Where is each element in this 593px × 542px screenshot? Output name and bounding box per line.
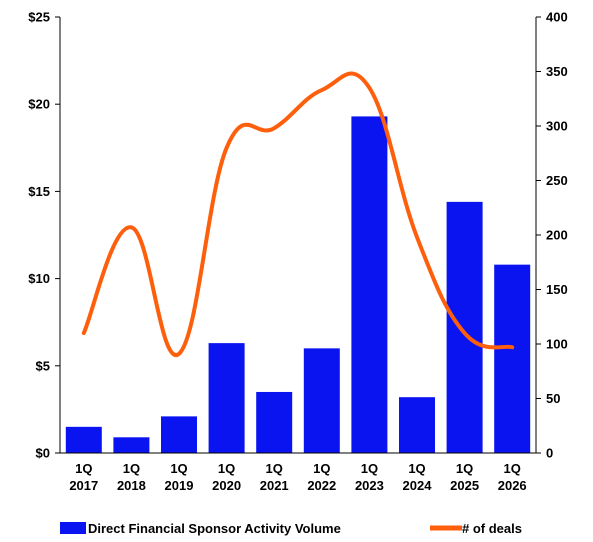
x-tick-label: 1Q 2018 [117, 461, 146, 493]
bar-1 [65, 426, 102, 453]
left-tick-label: $25 [28, 10, 50, 25]
right-tick-label: 150 [546, 282, 568, 297]
legend: Direct Financial Sponsor Activity Volume… [60, 521, 522, 536]
legend-label-deals: # of deals [462, 521, 522, 536]
bar-2 [113, 437, 150, 453]
bar-5 [256, 391, 293, 453]
x-tick-label: 1Q 2026 [498, 461, 527, 493]
left-tick-label: $15 [28, 184, 50, 199]
x-tick-label: 1Q 2021 [260, 461, 289, 493]
x-tick-labels: 1Q 2017 1Q 2018 1Q 2019 1Q 2020 1Q 2021 1Q 2022 1Q 20… [69, 461, 526, 493]
bar-10 [494, 264, 531, 453]
left-tick-label: $0 [36, 446, 50, 461]
right-tick-label: 200 [546, 228, 568, 243]
right-tick-label: 250 [546, 173, 568, 188]
right-tick-label: 100 [546, 337, 568, 352]
bars-layer [65, 116, 531, 454]
left-tick-label: $10 [28, 271, 50, 286]
bar-9 [446, 201, 483, 453]
right-tick-label: 300 [546, 119, 568, 134]
x-tick-label: 1Q 2020 [212, 461, 241, 493]
x-tick-label: 1Q 2025 [450, 461, 479, 493]
bar-3 [161, 416, 197, 453]
right-tick-label: 50 [546, 391, 560, 406]
x-tick-label: 1Q 2017 [69, 461, 98, 493]
right-tick-label: 400 [546, 10, 568, 25]
x-tick-label: 1Q 2019 [165, 461, 194, 493]
left-tick-label: $5 [36, 358, 50, 373]
deals-line [81, 71, 515, 357]
right-tick-label: 350 [546, 64, 568, 79]
legend-swatch-volume [60, 522, 86, 534]
bar-4 [208, 343, 245, 453]
bar-6 [303, 348, 340, 453]
x-tick-label: 1Q 2022 [307, 461, 336, 493]
bar-8 [399, 397, 435, 453]
line-layer [81, 71, 515, 357]
legend-label-volume: Direct Financial Sponsor Activity Volume [88, 521, 341, 536]
left-tick-label: $20 [28, 97, 50, 112]
bar-7 [351, 116, 388, 454]
x-tick-label: 1Q 2023 [355, 461, 384, 493]
axes-layer: $0 $5 $10 $15 $20 $25 0 50 100 150 200 250 300 350 400 [28, 10, 567, 461]
x-tick-label: 1Q 2024 [403, 461, 433, 493]
right-tick-label: 0 [546, 446, 553, 461]
